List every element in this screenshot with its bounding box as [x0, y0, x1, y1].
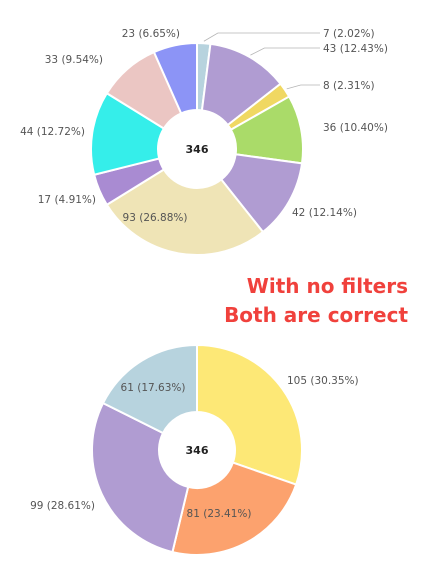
donut-2-label-2: 81 (23.41%) — [187, 508, 252, 520]
annotation-line-2: Both are correct — [224, 303, 408, 327]
donut-2-slice-3[interactable] — [91, 401, 190, 554]
annotation-line-1: With no filters — [246, 274, 408, 298]
donut-1-label-9: 33 (9.54%) — [45, 54, 103, 66]
donut-1-leader-3 — [286, 84, 320, 90]
donut-chart-2: 346 105 (30.35%) 81 (23.41%) 99 (28.61%) 61 … — [30, 343, 359, 556]
donut-2-label-1: 105 (30.35%) — [287, 375, 359, 387]
donut-2-slice-1[interactable] — [196, 343, 303, 486]
donut-1-leader-2 — [250, 47, 320, 56]
donut-1-label-1: 7 (2.02%) — [323, 28, 375, 40]
donut-1-center-total: 346 — [186, 143, 209, 156]
donut-2-slice-2[interactable] — [171, 461, 298, 556]
donut-1-label-10: 23 (6.65%) — [122, 28, 180, 40]
donut-1-label-7: 17 (4.91%) — [38, 194, 96, 206]
donut-2-hole — [160, 413, 234, 487]
donut-1-label-4: 36 (10.40%) — [323, 122, 388, 134]
donut-1-label-8: 44 (12.72%) — [20, 126, 85, 138]
donut-1-label-6: 93 (26.88%) — [123, 212, 188, 224]
donut-2-label-4: 61 (17.63%) — [121, 382, 186, 394]
donut-1-label-5: 42 (12.14%) — [292, 207, 357, 219]
donut-1-slice-6[interactable] — [105, 168, 265, 256]
donut-2-center-total: 346 — [186, 444, 209, 457]
donut-1-hole — [159, 111, 235, 187]
donut-2-label-3: 99 (28.61%) — [30, 500, 95, 512]
donut-1-leader-1 — [203, 32, 320, 42]
donut-1-label-2: 43 (12.43%) — [323, 43, 388, 55]
donut-1-label-3: 8 (2.31%) — [323, 80, 375, 92]
donut-1-slice-10[interactable] — [152, 41, 198, 115]
donut-chart-1: 346 7 (2.02%) 43 (12.43%) 8 (2.31%) 36 (10.4… — [20, 28, 388, 256]
donut-2-slice-4[interactable] — [101, 343, 198, 435]
